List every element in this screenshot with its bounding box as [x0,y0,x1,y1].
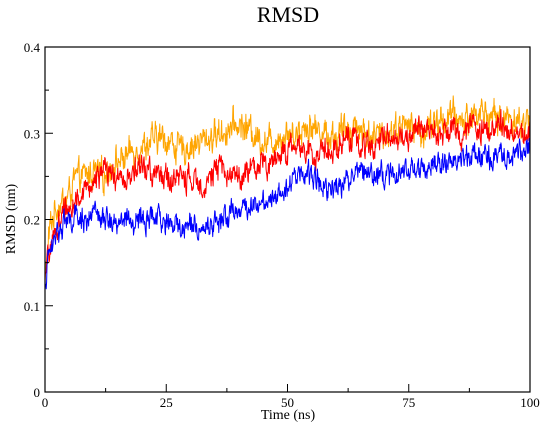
series-layer [45,95,530,290]
y-tick-label: 0 [34,385,41,400]
y-tick-label: 0.2 [24,213,40,228]
y-axis-label: RMSD (nm) [4,183,19,254]
series-line-3 [45,138,530,290]
series-line-1 [45,95,530,278]
plot-frame [44,46,531,393]
x-axis-label: Time (ns) [261,408,316,423]
y-tick-label: 0.4 [24,40,41,55]
chart-title: RMSD [257,2,319,27]
x-tick-label: 100 [520,395,540,410]
y-tick-label: 0.1 [24,299,40,314]
x-tick-label: 75 [402,395,415,410]
x-tick-label: 50 [281,395,294,410]
x-axis: 0 25 50 75 100 [42,384,540,410]
series-line-2 [45,109,530,284]
x-tick-label: 0 [42,395,49,410]
y-axis: 0 0.1 0.2 0.3 0.4 [24,40,53,400]
x-tick-label: 25 [160,395,173,410]
y-tick-label: 0.3 [24,126,40,141]
plot-area [44,46,531,393]
